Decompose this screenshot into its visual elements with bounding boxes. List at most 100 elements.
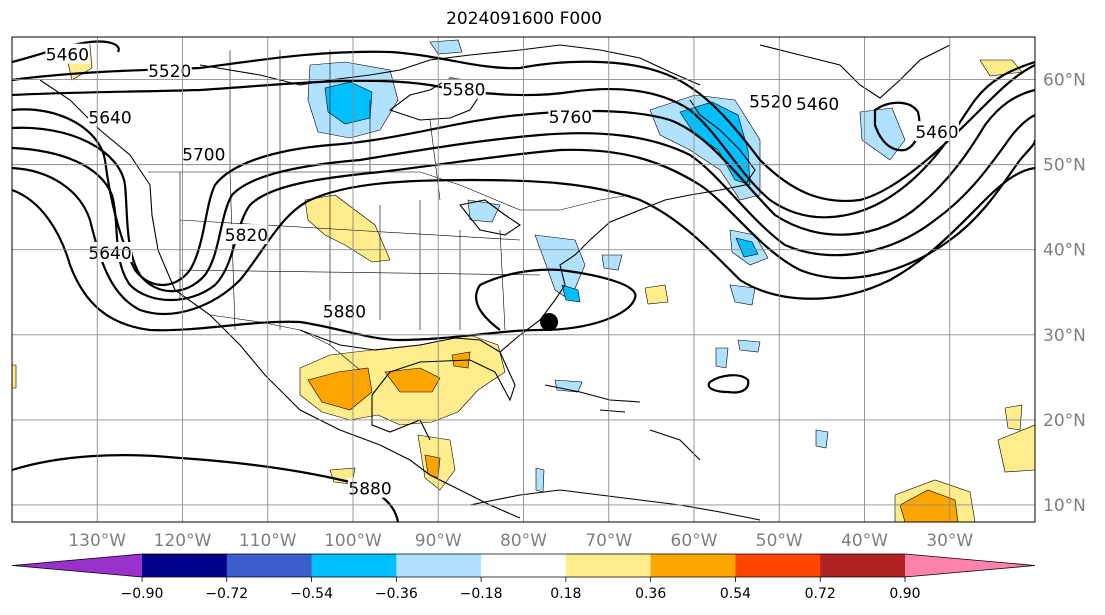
colorbar-segment: [820, 554, 906, 577]
contour-5820: [12, 166, 1035, 315]
contour-label-bg: [88, 106, 133, 127]
shade-blue-region: [735, 237, 759, 258]
colorbar-tick-label: 0.36: [635, 586, 666, 602]
contour-label-bg: [914, 121, 959, 142]
contour-label-layer: 5460552055805640570057605820564058805880…: [45, 43, 959, 500]
colorbar-segment: [565, 554, 652, 577]
shade-blue-region: [737, 339, 761, 353]
grid-lines: [12, 37, 1035, 522]
colorbar-tick-label: −0.72: [205, 586, 248, 602]
colorbar-extend-max: [905, 554, 1035, 577]
shade-blue-region: [561, 284, 581, 303]
shade-yellow-region: [644, 284, 669, 305]
colorbar-tick-label: 0.72: [805, 586, 836, 602]
map-frame: [11, 36, 1036, 523]
colorbar: −0.90 −0.72 −0.54 −0.36 −0.18 0.18 0.36 0.54 0.7…: [11, 553, 1036, 602]
colorbar-segment: [396, 554, 482, 577]
colorbar-tick-label: −0.90: [121, 586, 164, 602]
colorbar-tick-label: −0.36: [375, 586, 418, 602]
contour-label-bg: [181, 143, 226, 164]
lon-tick-label: 90°W: [415, 531, 462, 551]
lat-tick-label: 50°N: [1043, 156, 1086, 176]
shade-blue-region: [535, 467, 545, 493]
latitude-tick-labels: 60°N 50°N 40°N 30°N 20°N 10°N: [1043, 71, 1086, 516]
coastline-south-america: [469, 489, 761, 521]
border-us-canada: [148, 171, 631, 211]
shade-yellow-region: [997, 424, 1035, 473]
coastline-arctic: [199, 44, 701, 86]
lat-tick-label: 60°N: [1043, 71, 1086, 91]
contour-label-bg: [322, 300, 367, 321]
contour-label-bg: [45, 43, 90, 64]
contour-label: 5700: [182, 145, 225, 165]
political-borders: [148, 50, 631, 371]
contour-label: 5580: [442, 81, 485, 101]
contour-5700-trough: [12, 114, 1035, 293]
contour-label-bg: [548, 105, 593, 126]
lat-tick-label: 40°N: [1043, 241, 1086, 261]
contour-label: 5820: [225, 226, 268, 246]
contour-5880: [12, 188, 637, 342]
colorbar-extend-min: [12, 554, 142, 577]
colorbar-segment: [142, 554, 228, 577]
colorbar-segment: [311, 554, 397, 577]
lat-tick-label: 20°N: [1043, 411, 1086, 431]
map-panel: 5460552055805640570057605820564058805880…: [11, 36, 1036, 523]
colorbar-segment: [735, 554, 821, 577]
lon-tick-label: 110°W: [239, 531, 297, 551]
coastline-great-lakes: [459, 199, 521, 236]
coastline-caribbean: [544, 384, 701, 461]
shade-orange-region: [307, 367, 373, 411]
colorbar-segment: [226, 554, 313, 577]
contour-label-bg: [348, 477, 393, 498]
storm-location-marker: [540, 313, 559, 332]
contour-label: 5640: [88, 244, 131, 264]
contour-5580: [12, 60, 1035, 219]
colorbar-tick-label: −0.54: [290, 586, 333, 602]
coastline-greenland: [759, 44, 951, 99]
lon-tick-label: 40°W: [841, 531, 888, 551]
contour-label: 5460: [46, 46, 89, 66]
lon-tick-label: 60°W: [671, 531, 718, 551]
border-us-mexico: [209, 314, 361, 371]
lat-tick-label: 10°N: [1043, 496, 1086, 516]
contour-label-bg: [441, 78, 486, 99]
shade-blue-region: [601, 254, 623, 271]
contour-label-bg: [795, 93, 840, 114]
coastline-pacific: [39, 79, 521, 519]
colorbar-tick-label: 0.54: [720, 586, 751, 602]
colorbar-tick-label: 0.90: [889, 586, 920, 602]
contour-small-loop: [707, 374, 750, 394]
contour-label-bg: [224, 224, 269, 245]
shade-yellow-region: [1004, 404, 1023, 431]
contour-label: 5640: [88, 109, 131, 129]
contour-label: 5460: [915, 123, 958, 143]
contour-label-bg: [748, 90, 793, 111]
shade-yellow-region: [304, 194, 391, 263]
contour-label: 5520: [749, 93, 792, 113]
coastline-gulf: [299, 329, 516, 441]
contour-5520: [12, 50, 1035, 202]
contour-label: 5880: [348, 480, 391, 500]
colorbar-segment: [481, 554, 567, 577]
contour-label: 5760: [549, 108, 592, 128]
lon-tick-label: 130°W: [68, 531, 126, 551]
colorbar-segment: [650, 554, 736, 577]
border-canada-provinces: [229, 50, 441, 201]
shade-orange-region: [899, 489, 959, 522]
lon-tick-label: 30°W: [926, 531, 973, 551]
shade-blue-region: [815, 429, 829, 449]
colorbar-tick-label: 0.18: [550, 586, 581, 602]
contour-label: 5520: [148, 62, 191, 82]
coastline-atlantic: [499, 99, 756, 353]
contour-label-bg: [147, 59, 192, 80]
contour-label: 5880: [323, 303, 366, 323]
lon-tick-label: 120°W: [154, 531, 212, 551]
lon-tick-label: 80°W: [500, 531, 547, 551]
shade-yellow-region: [12, 364, 17, 389]
shade-blue-region: [715, 347, 729, 369]
contour-label: 5460: [796, 95, 839, 115]
map-title: 2024091600 F000: [446, 9, 602, 29]
lon-tick-label: 50°W: [756, 531, 803, 551]
